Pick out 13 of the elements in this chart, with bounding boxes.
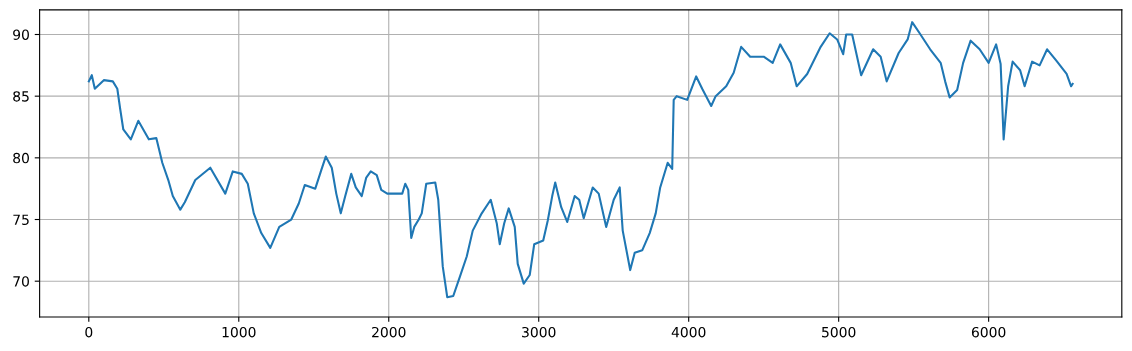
y-tick-label: 80 xyxy=(13,152,29,164)
x-tick-label: 4000 xyxy=(671,326,706,338)
x-tick-label: 1000 xyxy=(222,326,256,338)
x-tick-label: 0 xyxy=(85,326,93,338)
x-tick-label: 6000 xyxy=(971,326,1006,338)
x-tick-label: 5000 xyxy=(822,326,856,338)
line-series xyxy=(87,21,1074,299)
y-tick-label: 90 xyxy=(13,29,29,40)
x-tick-label: 3000 xyxy=(522,326,556,338)
y-tick-label: 70 xyxy=(13,276,29,287)
y-tick-label: 85 xyxy=(13,91,29,102)
y-tick-label: 75 xyxy=(13,214,29,225)
x-tick-label: 2000 xyxy=(372,326,406,338)
